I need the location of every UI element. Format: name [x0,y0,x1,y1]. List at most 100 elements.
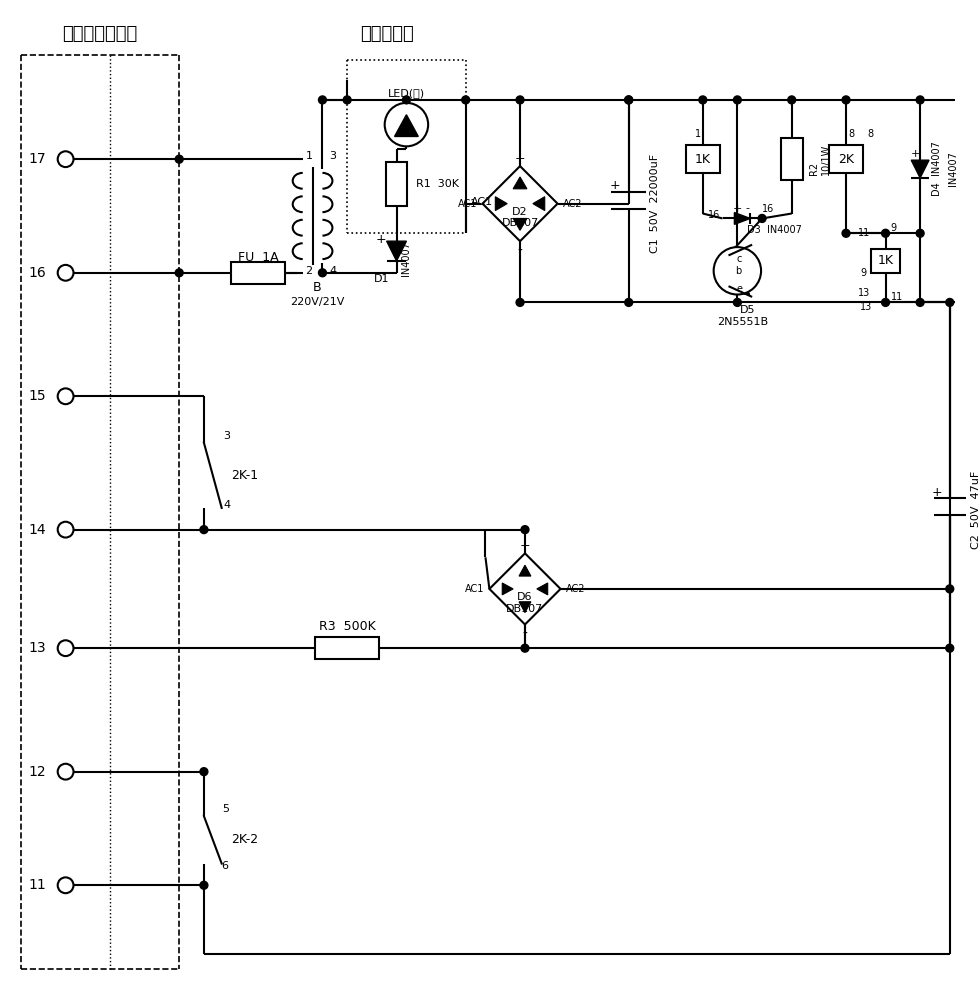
Text: AC2: AC2 [565,584,585,594]
Text: -: - [517,244,522,258]
Text: 安装在端盖: 安装在端盖 [360,25,414,43]
Circle shape [58,388,74,404]
Text: IN4007: IN4007 [948,152,957,186]
Text: 1K: 1K [877,254,894,267]
Text: DB107: DB107 [502,218,539,228]
Circle shape [58,151,74,167]
Bar [829,145,863,173]
Polygon shape [911,160,929,178]
Text: 1: 1 [306,151,313,161]
Bar [315,637,379,659]
Circle shape [521,526,529,534]
Text: 11: 11 [891,292,903,302]
Text: FU  1A: FU 1A [238,251,278,264]
Bar [231,262,285,284]
Circle shape [882,229,890,237]
Text: LED(红): LED(红) [388,88,425,98]
Text: AC1: AC1 [459,199,477,209]
Circle shape [58,265,74,281]
Text: 5: 5 [221,804,228,814]
Text: 2: 2 [306,266,313,276]
Text: 继电器接线端子: 继电器接线端子 [63,25,138,43]
Circle shape [385,103,428,146]
Text: 11: 11 [28,878,46,892]
Text: -: - [745,204,750,214]
Circle shape [916,96,924,104]
Circle shape [58,640,74,656]
Text: 9: 9 [860,268,867,278]
Text: R1  30K: R1 30K [416,179,460,189]
Text: 8: 8 [867,129,874,139]
Circle shape [318,269,326,277]
Text: 3: 3 [329,151,336,161]
Text: 16: 16 [28,266,46,280]
Circle shape [788,96,796,104]
Circle shape [713,247,761,295]
Circle shape [343,96,351,104]
Circle shape [516,96,524,104]
Text: 8: 8 [848,129,854,139]
Text: C2  50V  47uF: C2 50V 47uF [971,471,980,549]
Text: e: e [736,284,742,294]
Polygon shape [533,197,545,211]
Text: -: - [522,627,527,641]
Circle shape [882,298,890,306]
Polygon shape [495,197,508,211]
Text: +: + [376,233,387,246]
Polygon shape [502,583,514,595]
Text: 13: 13 [858,288,870,298]
Text: IN4007: IN4007 [402,241,412,276]
Text: AC1: AC1 [466,584,484,594]
Circle shape [175,269,183,277]
Circle shape [916,298,924,306]
Text: D5: D5 [740,305,755,315]
Bar [871,249,901,273]
Text: 4: 4 [223,500,230,510]
Polygon shape [519,565,531,576]
Text: D3  IN4007: D3 IN4007 [747,225,802,235]
Circle shape [759,214,766,222]
Text: 2N5551B: 2N5551B [716,317,768,327]
Text: 14: 14 [28,523,46,537]
Text: 2K-2: 2K-2 [231,833,259,846]
Text: 11: 11 [858,228,870,238]
Text: DB107: DB107 [507,604,544,614]
Text: R2
10/1W: R2 10/1W [809,144,831,175]
Text: +: + [910,149,920,159]
Circle shape [175,155,183,163]
Text: +: + [733,204,742,214]
Circle shape [462,96,469,104]
Circle shape [733,96,741,104]
Text: b: b [735,266,742,276]
Circle shape [200,881,208,889]
Text: D6: D6 [517,592,533,602]
Text: AC1: AC1 [470,197,493,207]
Circle shape [516,298,524,306]
Circle shape [733,298,741,306]
Text: 2K: 2K [838,153,854,166]
Polygon shape [734,213,751,224]
Bar [685,145,720,173]
Text: 15: 15 [28,389,46,403]
Circle shape [58,877,74,893]
Circle shape [624,96,633,104]
Text: 6: 6 [221,861,228,871]
Text: 1: 1 [695,129,701,139]
Bar [386,162,408,206]
Text: AC2: AC2 [563,199,582,209]
Circle shape [318,96,326,104]
Circle shape [200,768,208,776]
Circle shape [916,229,924,237]
Circle shape [624,96,633,104]
Polygon shape [387,241,407,261]
Text: +: + [514,152,525,165]
Bar [781,138,803,180]
Text: 16: 16 [708,210,720,220]
Text: 17: 17 [28,152,46,166]
Polygon shape [537,583,548,595]
Text: 13: 13 [28,641,46,655]
Polygon shape [514,218,527,230]
Text: +: + [931,486,942,499]
Polygon shape [395,115,418,136]
Text: +: + [519,539,530,552]
